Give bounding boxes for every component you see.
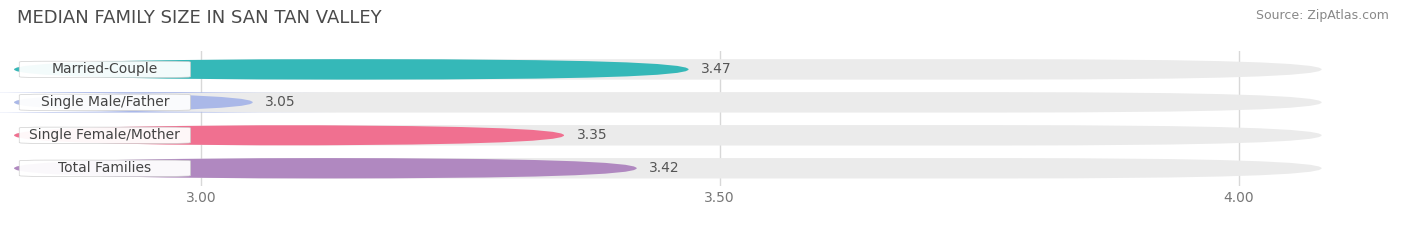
FancyBboxPatch shape (14, 125, 1322, 146)
FancyBboxPatch shape (14, 59, 689, 80)
Text: 3.05: 3.05 (266, 95, 295, 109)
FancyBboxPatch shape (0, 92, 336, 113)
FancyBboxPatch shape (20, 127, 190, 144)
FancyBboxPatch shape (20, 61, 190, 78)
Text: Single Female/Mother: Single Female/Mother (30, 128, 180, 142)
Text: Source: ZipAtlas.com: Source: ZipAtlas.com (1256, 9, 1389, 22)
FancyBboxPatch shape (20, 160, 190, 176)
Text: Total Families: Total Families (58, 161, 152, 175)
Text: 3.42: 3.42 (650, 161, 679, 175)
Text: 3.47: 3.47 (702, 62, 731, 76)
FancyBboxPatch shape (14, 158, 1322, 178)
FancyBboxPatch shape (14, 125, 564, 146)
Text: MEDIAN FAMILY SIZE IN SAN TAN VALLEY: MEDIAN FAMILY SIZE IN SAN TAN VALLEY (17, 9, 381, 27)
Text: Single Male/Father: Single Male/Father (41, 95, 169, 109)
FancyBboxPatch shape (14, 59, 1322, 80)
Text: 3.35: 3.35 (576, 128, 607, 142)
Text: Married-Couple: Married-Couple (52, 62, 157, 76)
FancyBboxPatch shape (14, 92, 1322, 113)
FancyBboxPatch shape (14, 158, 637, 178)
FancyBboxPatch shape (20, 94, 190, 110)
